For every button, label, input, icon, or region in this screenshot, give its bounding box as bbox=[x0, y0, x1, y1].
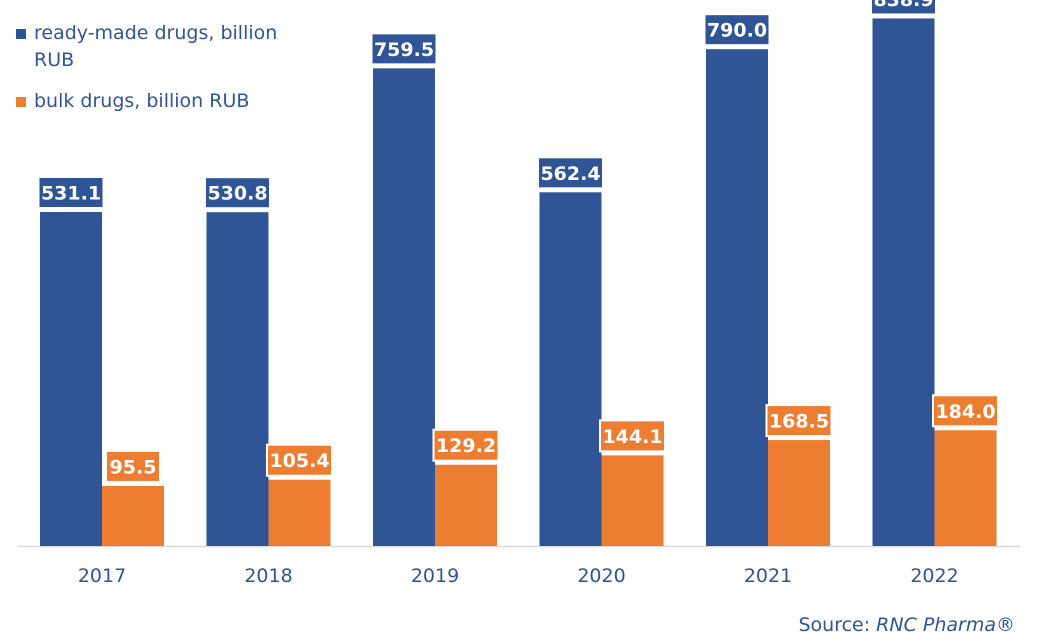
bar-bulk-2021 bbox=[768, 440, 830, 546]
data-label: 531.1 bbox=[41, 182, 101, 204]
bar-bulk-2022 bbox=[934, 430, 997, 546]
bar-ready-made-2018 bbox=[206, 212, 269, 546]
legend-label: bulk drugs, billion RUB bbox=[34, 90, 250, 112]
data-label: 95.5 bbox=[110, 456, 157, 478]
bar-ready-made-2021 bbox=[706, 49, 768, 547]
data-label-box bbox=[870, 0, 937, 16]
data-label: 105.4 bbox=[269, 450, 329, 472]
legend: ready-made drugs, billion RUB bulk drugs… bbox=[16, 20, 286, 115]
bar-bulk-2019 bbox=[435, 464, 497, 546]
data-label-box bbox=[204, 176, 271, 210]
data-label-box bbox=[370, 32, 438, 66]
data-label: 530.8 bbox=[207, 183, 267, 205]
data-label: 168.5 bbox=[769, 411, 829, 433]
data-label: 129.2 bbox=[436, 435, 496, 457]
x-tick-label: 2021 bbox=[744, 565, 792, 587]
data-label: 144.1 bbox=[602, 426, 662, 448]
data-label: 184.0 bbox=[935, 401, 995, 423]
source-note: Source: RNC Pharma® bbox=[798, 614, 1015, 636]
data-label-box bbox=[765, 404, 833, 438]
source-prefix: Source: bbox=[798, 614, 877, 636]
legend-item-ready-made: ready-made drugs, billion RUB bbox=[16, 20, 286, 74]
data-label-box bbox=[537, 156, 604, 190]
x-tick-label: 2022 bbox=[910, 565, 958, 587]
bar-bulk-2017 bbox=[102, 485, 164, 546]
bar-ready-made-2020 bbox=[539, 192, 602, 547]
data-label: 562.4 bbox=[540, 163, 600, 185]
data-label: 838.9 bbox=[873, 0, 933, 11]
bar-bulk-2020 bbox=[601, 455, 664, 546]
data-label-box bbox=[266, 443, 333, 477]
data-label-box bbox=[703, 13, 771, 47]
data-label: 790.0 bbox=[707, 20, 767, 42]
legend-swatch bbox=[16, 29, 26, 39]
x-tick-label: 2020 bbox=[577, 565, 625, 587]
data-label-box bbox=[37, 175, 105, 209]
data-label-box bbox=[599, 419, 666, 453]
legend-item-bulk: bulk drugs, billion RUB bbox=[16, 88, 286, 115]
bar-bulk-2018 bbox=[268, 479, 331, 546]
data-label-box bbox=[432, 428, 500, 462]
legend-label: ready-made drugs, billion RUB bbox=[34, 22, 278, 71]
data-label: 759.5 bbox=[374, 39, 434, 61]
x-tick-label: 2017 bbox=[78, 565, 126, 587]
x-tick-label: 2018 bbox=[244, 565, 292, 587]
legend-swatch bbox=[16, 97, 26, 107]
bar-ready-made-2019 bbox=[373, 68, 435, 546]
x-tick-label: 2019 bbox=[411, 565, 459, 587]
bar-ready-made-2022 bbox=[872, 18, 935, 547]
data-label-box bbox=[932, 394, 999, 428]
data-label-box bbox=[105, 449, 161, 483]
bar-ready-made-2017 bbox=[40, 211, 102, 546]
source-name: RNC Pharma® bbox=[876, 614, 1015, 636]
